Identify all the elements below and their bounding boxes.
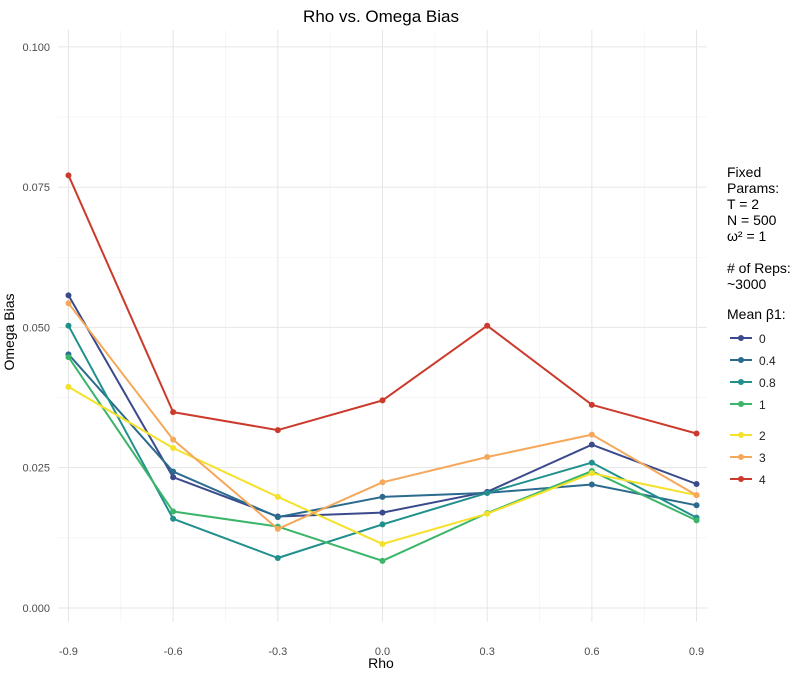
data-point-0 [170,474,177,481]
legend-key-dot [738,357,744,363]
data-point-4 [484,322,491,329]
y-tick-label: 0.025 [22,463,50,475]
y-axis-label: Omega Bias [1,293,17,370]
legend-label: 0.4 [759,354,776,368]
series-layer [65,172,700,564]
data-point-4 [274,427,281,434]
data-point-1 [693,517,700,524]
data-point-4 [65,172,72,179]
legend-label: 0.8 [759,376,776,390]
data-point-0-4 [274,514,281,521]
data-point-0-8 [379,521,386,528]
legend-label: 4 [759,473,766,487]
data-point-2 [65,383,72,390]
data-point-2 [379,541,386,548]
legend-item: 3 [727,449,797,471]
data-point-1 [170,508,177,515]
data-point-3 [379,479,386,486]
x-tick-label: -0.6 [164,646,183,658]
data-point-3 [170,436,177,443]
data-point-2 [274,493,281,500]
legend-key-dot [738,335,744,341]
y-tick-label: 0.075 [22,182,50,194]
data-point-3 [65,300,72,307]
chart-title: Rho vs. Omega Bias [303,7,459,26]
legend-label: 1 [759,398,766,412]
data-point-3 [588,431,595,438]
y-tick-label: 0.000 [22,603,50,615]
data-point-1 [379,557,386,564]
legend-key-dot [738,379,744,385]
data-point-0-8 [484,489,491,496]
grid [58,30,707,622]
data-point-0-4 [588,481,595,488]
data-point-0-4 [379,493,386,500]
data-point-0-8 [588,459,595,466]
legend-label: 2 [759,429,766,443]
legend-item: 4 [727,471,797,493]
data-point-0 [693,480,700,487]
data-point-0-4 [170,468,177,475]
legend-key-dot [738,454,744,460]
data-point-4 [693,430,700,437]
legend-item: 0 [727,330,797,352]
data-point-4 [588,401,595,408]
legend-key-dot [738,476,744,482]
legend-items: 0 0.4 0.8 1 2 3 4 [727,330,797,493]
legend-key [730,454,752,460]
x-tick-label: 0.0 [375,646,390,658]
x-tick-label: 0.6 [584,646,599,658]
data-point-0 [588,441,595,448]
legend-key [730,357,752,363]
data-point-4 [379,397,386,404]
data-point-4 [170,409,177,416]
data-point-0-4 [693,502,700,509]
legend-item: 1 [727,396,797,418]
data-point-0-8 [170,515,177,522]
y-tick-label: 0.100 [22,42,50,54]
legend-label: 0 [759,332,766,346]
x-tick-label: -0.3 [268,646,287,658]
data-point-1 [65,354,72,361]
legend-title: Mean β1: [727,306,786,322]
legend-label: 3 [759,451,766,465]
legend-key [730,476,752,482]
legend-key [730,401,752,407]
legend-key [730,379,752,385]
data-point-3 [274,525,281,532]
data-point-2 [484,510,491,517]
legend-key-dot [738,432,744,438]
y-tick-label: 0.050 [22,322,50,334]
legend: Fixed Params: T = 2 N = 500 ω² = 1 # of … [727,164,797,493]
x-axis-label: Rho [368,655,394,671]
legend-info-text: Fixed Params: T = 2 N = 500 ω² = 1 # of … [727,164,791,292]
data-point-0 [65,292,72,299]
data-point-3 [484,454,491,461]
data-point-3 [693,492,700,499]
x-tick-label: 0.9 [689,646,704,658]
x-tick-label: -0.9 [59,646,78,658]
legend-item: 0.8 [727,374,797,396]
data-point-2 [170,445,177,452]
data-point-0-8 [65,322,72,329]
data-point-2 [588,470,595,477]
x-tick-label: 0.3 [480,646,495,658]
data-point-0 [379,509,386,516]
data-point-0-8 [274,555,281,562]
axes: -0.9 -0.6 -0.3 0.0 0.3 0.6 0.9 0.000 0.025 0.050 0… [22,42,704,658]
legend-key [730,335,752,341]
legend-item: 2 [727,427,797,449]
legend-key [730,432,752,438]
legend-item: 0.4 [727,352,797,374]
legend-key-dot [738,401,744,407]
